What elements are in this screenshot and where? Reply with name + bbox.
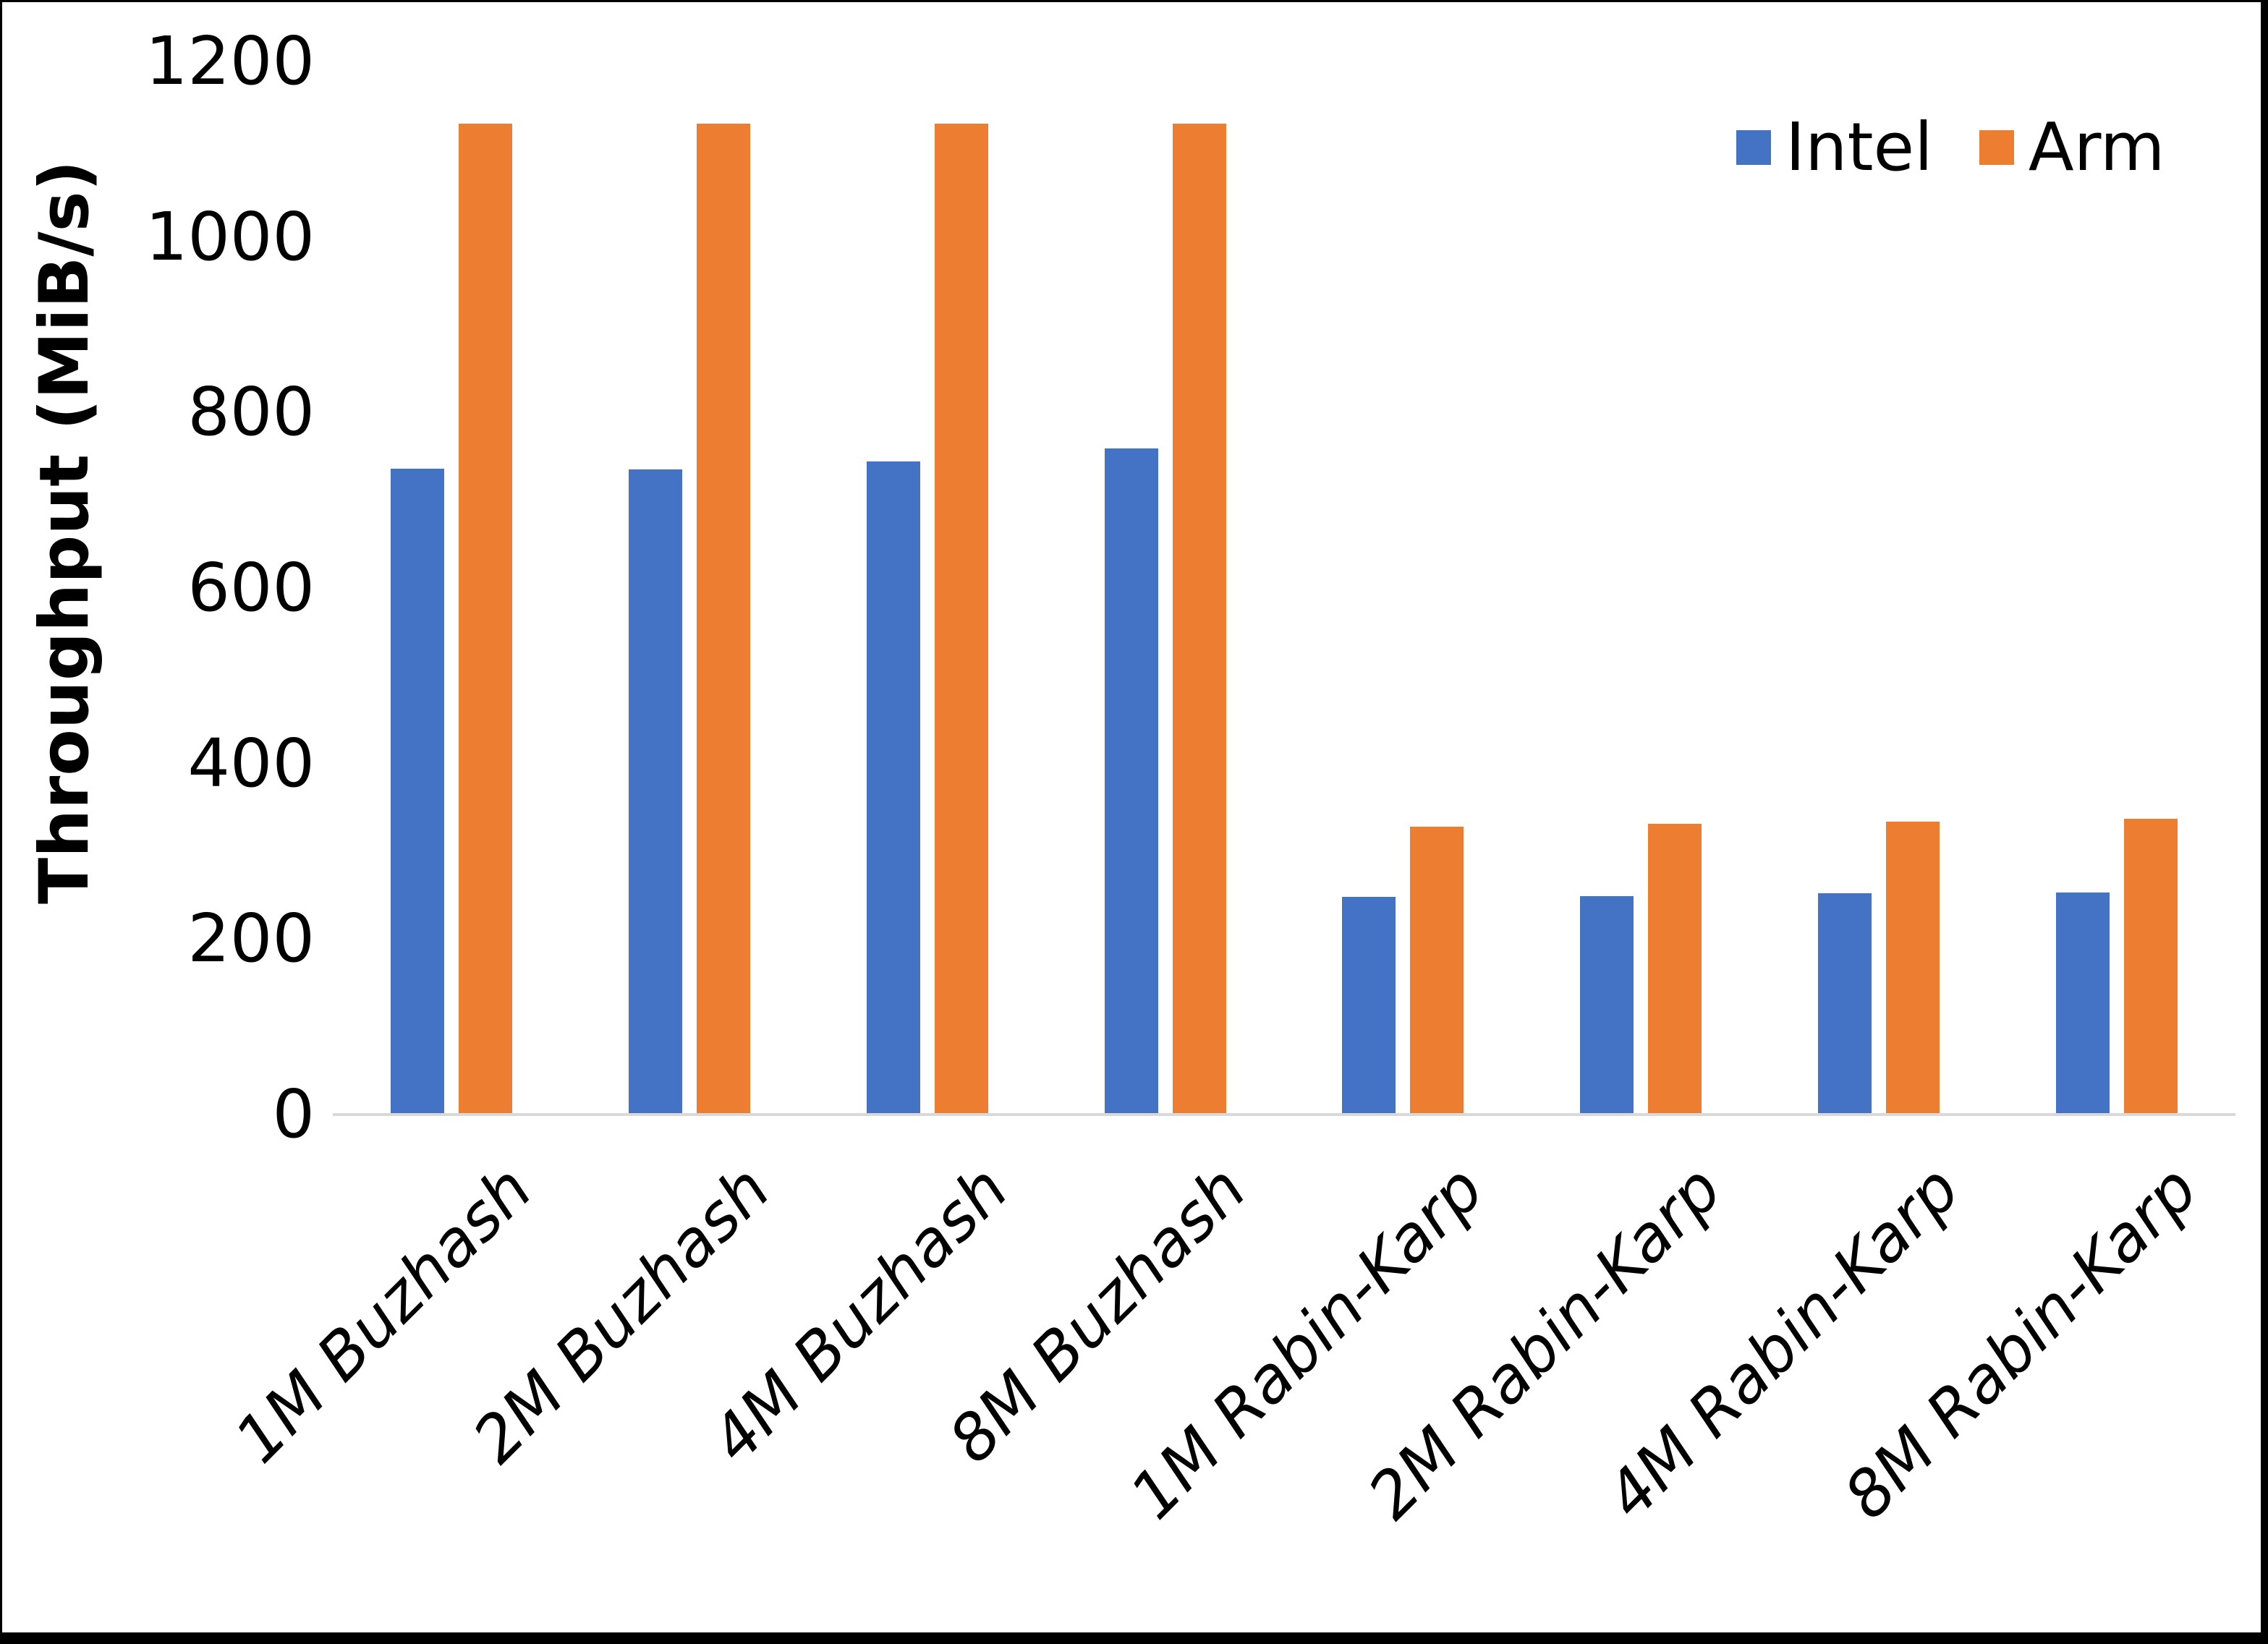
legend-entry-arm: Arm (1979, 114, 2165, 181)
legend: Intel Arm (1736, 114, 2165, 181)
bar-arm-5 (1410, 827, 1464, 1115)
frame-border-right (2261, 0, 2268, 1644)
y-tick-label: 200 (187, 900, 315, 978)
bar-arm-3 (934, 124, 988, 1115)
bar-arm-6 (1648, 824, 1702, 1115)
y-tick-label: 0 (272, 1076, 315, 1153)
bar-intel-1 (391, 469, 445, 1115)
bar-arm-4 (1172, 124, 1226, 1115)
intel-swatch-icon (1736, 130, 1771, 165)
bar-intel-3 (866, 461, 920, 1115)
bar-intel-7 (1817, 893, 1872, 1115)
bar-intel-8 (2055, 893, 2110, 1115)
bar-arm-1 (459, 124, 513, 1115)
frame-border-left (0, 0, 2, 1644)
frame-border-bottom (0, 1632, 2268, 1644)
y-tick-label: 1200 (145, 22, 315, 100)
y-tick-label: 600 (187, 549, 315, 626)
x-axis-line (333, 1113, 2235, 1116)
bar-intel-2 (629, 469, 683, 1115)
bar-intel-5 (1342, 897, 1396, 1115)
bar-arm-7 (1885, 821, 1940, 1115)
y-tick-label: 1000 (145, 197, 315, 276)
bar-intel-4 (1104, 448, 1158, 1115)
legend-entry-intel: Intel (1736, 114, 1933, 181)
y-tick-label: 400 (187, 724, 315, 802)
legend-label-arm: Arm (2028, 108, 2165, 186)
bar-intel-6 (1580, 895, 1634, 1115)
y-tick-label: 800 (187, 373, 315, 451)
legend-label-intel: Intel (1785, 108, 1933, 186)
bar-arm-2 (697, 124, 751, 1115)
bar-arm-8 (2123, 819, 2178, 1115)
frame-border-top (0, 0, 2268, 2)
plot-area (333, 61, 2235, 1115)
arm-swatch-icon (1979, 130, 2014, 165)
